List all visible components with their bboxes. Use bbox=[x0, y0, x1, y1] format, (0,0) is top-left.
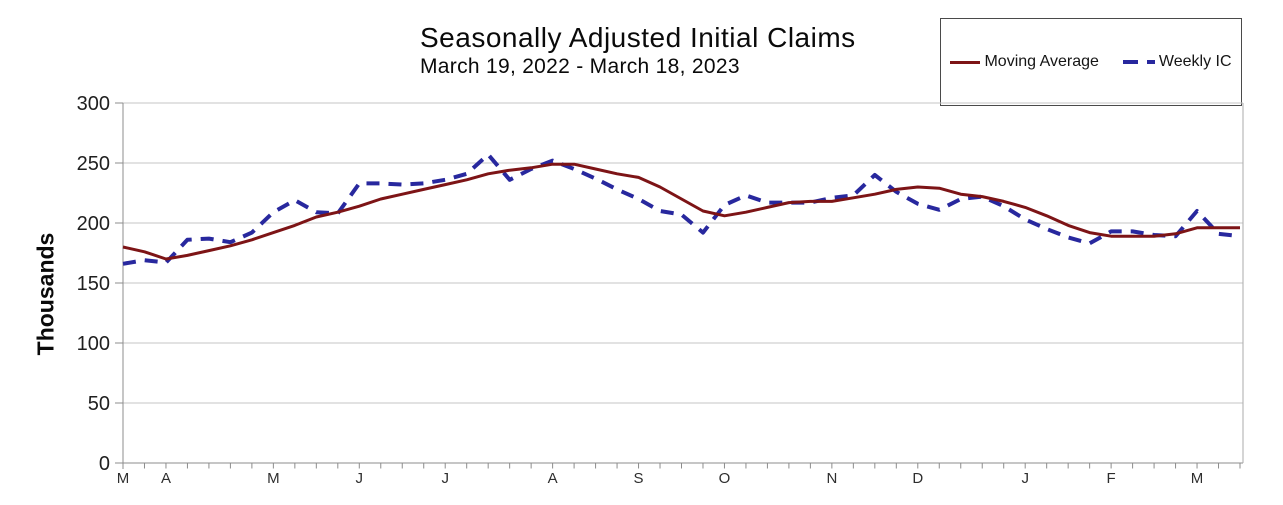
x-month-label: N bbox=[826, 470, 837, 487]
x-month-label: J bbox=[441, 470, 449, 487]
y-tick-label: 0 bbox=[99, 453, 110, 475]
y-tick-label: 50 bbox=[88, 393, 110, 415]
x-month-label: O bbox=[719, 470, 731, 487]
legend-item-moving-average: Moving Average bbox=[950, 53, 1099, 71]
x-month-label: S bbox=[634, 470, 644, 487]
weekly-ic-line bbox=[122, 152, 1241, 266]
weekly-ic-line-sample-icon bbox=[1122, 60, 1155, 64]
moving-average-line-sample-icon bbox=[950, 60, 981, 64]
x-month-label: A bbox=[161, 470, 171, 487]
x-month-label: J bbox=[1021, 470, 1029, 487]
x-month-label: M bbox=[267, 470, 280, 487]
y-tick-label: 100 bbox=[77, 333, 110, 355]
legend-label-moving-average: Moving Average bbox=[984, 53, 1099, 70]
chart-title-block: Seasonally Adjusted Initial Claims March… bbox=[420, 22, 856, 79]
legend-label-weekly-ic: Weekly IC bbox=[1158, 53, 1232, 70]
legend: Moving Average Weekly IC bbox=[940, 18, 1242, 106]
chart-subtitle: March 19, 2022 - March 18, 2023 bbox=[420, 55, 740, 78]
legend-item-weekly-ic: Weekly IC bbox=[1122, 53, 1232, 71]
y-tick-label: 150 bbox=[77, 273, 110, 295]
x-month-label: M bbox=[117, 470, 130, 487]
x-month-label: F bbox=[1107, 470, 1116, 487]
chart-title: Seasonally Adjusted Initial Claims bbox=[420, 22, 856, 53]
x-month-label: J bbox=[356, 470, 364, 487]
moving-average-line bbox=[122, 162, 1240, 261]
y-tick-label: 250 bbox=[77, 153, 110, 175]
x-month-label: M bbox=[1191, 470, 1204, 487]
y-tick-label: 200 bbox=[77, 213, 110, 235]
x-month-label: A bbox=[548, 470, 558, 487]
y-tick-label: 300 bbox=[77, 93, 110, 115]
x-month-label: D bbox=[912, 470, 923, 487]
